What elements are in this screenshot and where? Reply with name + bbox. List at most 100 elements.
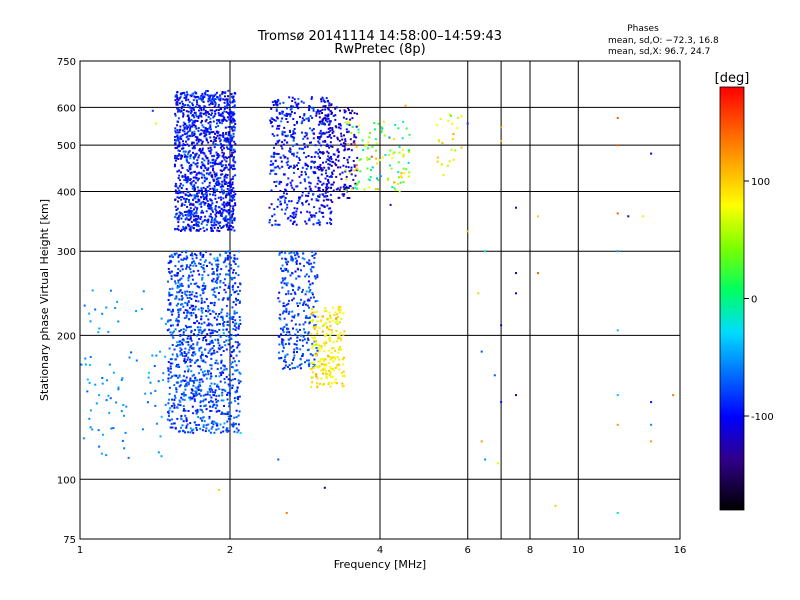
data-point bbox=[171, 410, 174, 413]
data-point bbox=[288, 368, 291, 371]
data-point bbox=[326, 190, 329, 193]
data-point bbox=[202, 288, 205, 290]
data-point bbox=[200, 359, 203, 362]
data-point bbox=[216, 229, 219, 232]
data-point bbox=[341, 193, 344, 196]
data-point bbox=[189, 217, 192, 220]
data-point bbox=[83, 304, 86, 307]
data-point bbox=[106, 379, 108, 382]
data-point bbox=[225, 223, 228, 226]
data-point bbox=[184, 329, 187, 332]
data-point bbox=[229, 205, 232, 208]
data-point bbox=[381, 127, 384, 130]
data-point bbox=[307, 261, 310, 264]
data-point bbox=[352, 160, 355, 162]
data-point bbox=[162, 372, 165, 375]
data-point bbox=[183, 370, 186, 373]
data-point bbox=[291, 100, 294, 102]
data-point bbox=[200, 216, 203, 218]
data-point bbox=[185, 227, 188, 230]
data-point bbox=[155, 354, 158, 357]
data-point bbox=[183, 91, 186, 94]
data-point bbox=[327, 317, 330, 320]
data-point bbox=[157, 380, 160, 383]
data-point bbox=[182, 430, 185, 433]
data-point bbox=[280, 356, 283, 359]
data-point bbox=[237, 423, 240, 426]
data-point bbox=[230, 119, 233, 122]
data-point bbox=[303, 265, 305, 267]
data-point bbox=[313, 358, 316, 361]
data-point bbox=[181, 129, 184, 132]
data-point bbox=[214, 159, 217, 162]
data-point bbox=[177, 403, 180, 406]
data-point bbox=[213, 163, 216, 166]
data-point bbox=[180, 284, 183, 287]
data-point bbox=[449, 115, 452, 117]
data-point bbox=[189, 157, 192, 160]
data-point bbox=[222, 350, 225, 352]
data-point bbox=[204, 177, 207, 180]
data-point bbox=[233, 129, 236, 132]
data-point bbox=[175, 304, 178, 307]
data-point bbox=[209, 193, 212, 196]
data-point bbox=[210, 227, 213, 230]
data-point bbox=[204, 109, 207, 112]
data-point bbox=[188, 134, 191, 137]
data-point bbox=[185, 136, 188, 139]
data-point bbox=[320, 134, 323, 137]
data-point bbox=[206, 130, 209, 133]
data-point bbox=[283, 199, 286, 202]
data-point bbox=[235, 311, 238, 314]
phases-o-stats: mean, sd,O: −72.3, 16.8 bbox=[608, 36, 719, 46]
data-point bbox=[167, 412, 170, 415]
data-point bbox=[212, 277, 215, 280]
data-point bbox=[212, 161, 214, 164]
data-point bbox=[211, 279, 214, 282]
data-point bbox=[191, 405, 194, 408]
data-point bbox=[213, 105, 216, 108]
data-point bbox=[398, 151, 401, 154]
data-point bbox=[185, 255, 188, 258]
data-point bbox=[121, 439, 124, 442]
data-point bbox=[214, 194, 217, 197]
data-point bbox=[189, 325, 192, 328]
data-point bbox=[323, 205, 326, 208]
data-point bbox=[84, 357, 87, 360]
data-point bbox=[228, 108, 231, 111]
data-point bbox=[515, 292, 517, 295]
data-point bbox=[211, 216, 214, 219]
data-point bbox=[183, 211, 186, 213]
x-axis-label: Frequency [MHz] bbox=[334, 558, 426, 571]
data-point bbox=[184, 309, 187, 312]
data-point bbox=[195, 176, 198, 179]
data-point bbox=[213, 110, 216, 113]
data-point bbox=[223, 405, 225, 407]
data-point bbox=[199, 400, 202, 403]
data-point bbox=[285, 141, 288, 144]
data-point bbox=[306, 261, 309, 264]
data-point bbox=[292, 221, 295, 224]
data-point bbox=[353, 133, 356, 136]
data-point bbox=[218, 224, 221, 227]
data-point bbox=[228, 163, 231, 166]
data-point bbox=[183, 257, 186, 260]
data-point bbox=[278, 317, 281, 320]
data-point bbox=[300, 269, 302, 272]
data-point bbox=[515, 394, 517, 397]
data-point bbox=[204, 93, 207, 96]
data-point bbox=[208, 99, 211, 102]
data-point bbox=[319, 164, 322, 166]
data-point bbox=[229, 251, 231, 254]
data-point bbox=[198, 349, 201, 352]
data-point bbox=[187, 126, 190, 129]
data-point bbox=[239, 322, 242, 325]
data-point bbox=[197, 225, 200, 228]
data-point bbox=[317, 366, 320, 368]
data-point bbox=[400, 176, 403, 179]
data-point bbox=[196, 341, 199, 344]
data-point bbox=[324, 363, 327, 366]
data-point bbox=[230, 140, 233, 142]
data-point bbox=[201, 164, 204, 167]
data-point bbox=[232, 422, 235, 425]
